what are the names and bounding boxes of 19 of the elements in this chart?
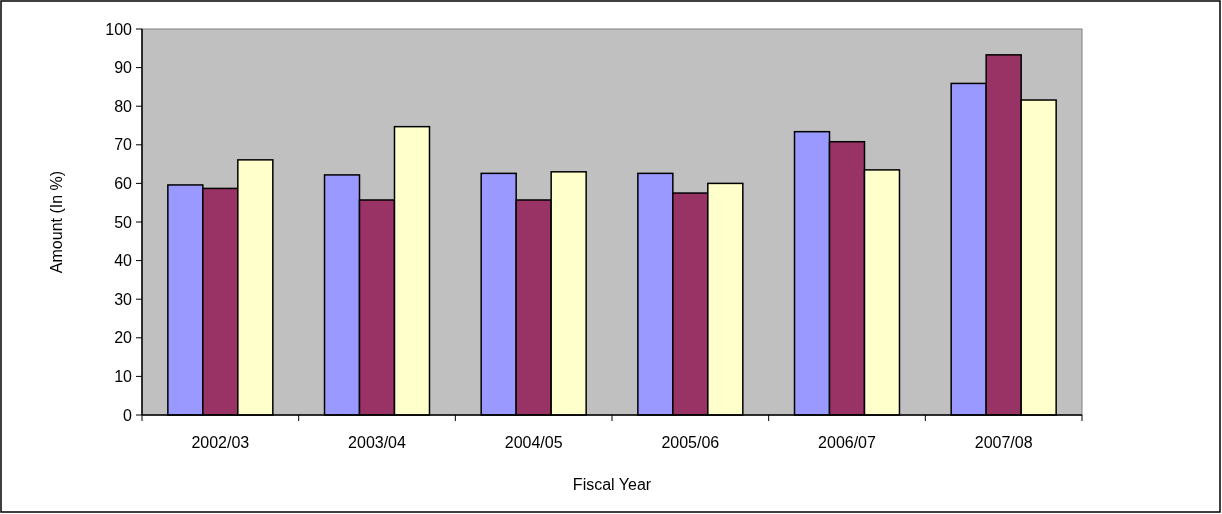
y-tick-label: 80 <box>114 97 133 115</box>
y-tick-label: 90 <box>114 59 133 77</box>
x-tick-label: 2007/08 <box>974 434 1033 451</box>
x-tick-label: 2004/05 <box>504 434 563 451</box>
x-axis-title: Fiscal Year <box>572 476 652 493</box>
y-tick-label: 20 <box>114 329 133 347</box>
y-tick-label: 30 <box>114 290 133 308</box>
y-axis-title: Amount (In %) <box>48 170 65 274</box>
x-tick-label: 2005/06 <box>661 434 720 451</box>
y-tick-label: 70 <box>114 136 133 154</box>
y-tick-label: 60 <box>114 175 133 192</box>
y-tick-label: 50 <box>114 213 133 231</box>
x-tick-label: 2003/04 <box>348 434 407 451</box>
x-tick-label: 2006/07 <box>818 434 877 451</box>
y-tick-label: 40 <box>114 252 133 270</box>
x-tick-label: 2002/03 <box>191 434 250 451</box>
y-tick-label: 0 <box>123 406 133 424</box>
y-tick-label: 100 <box>105 20 133 38</box>
y-tick-label: 10 <box>114 368 133 385</box>
